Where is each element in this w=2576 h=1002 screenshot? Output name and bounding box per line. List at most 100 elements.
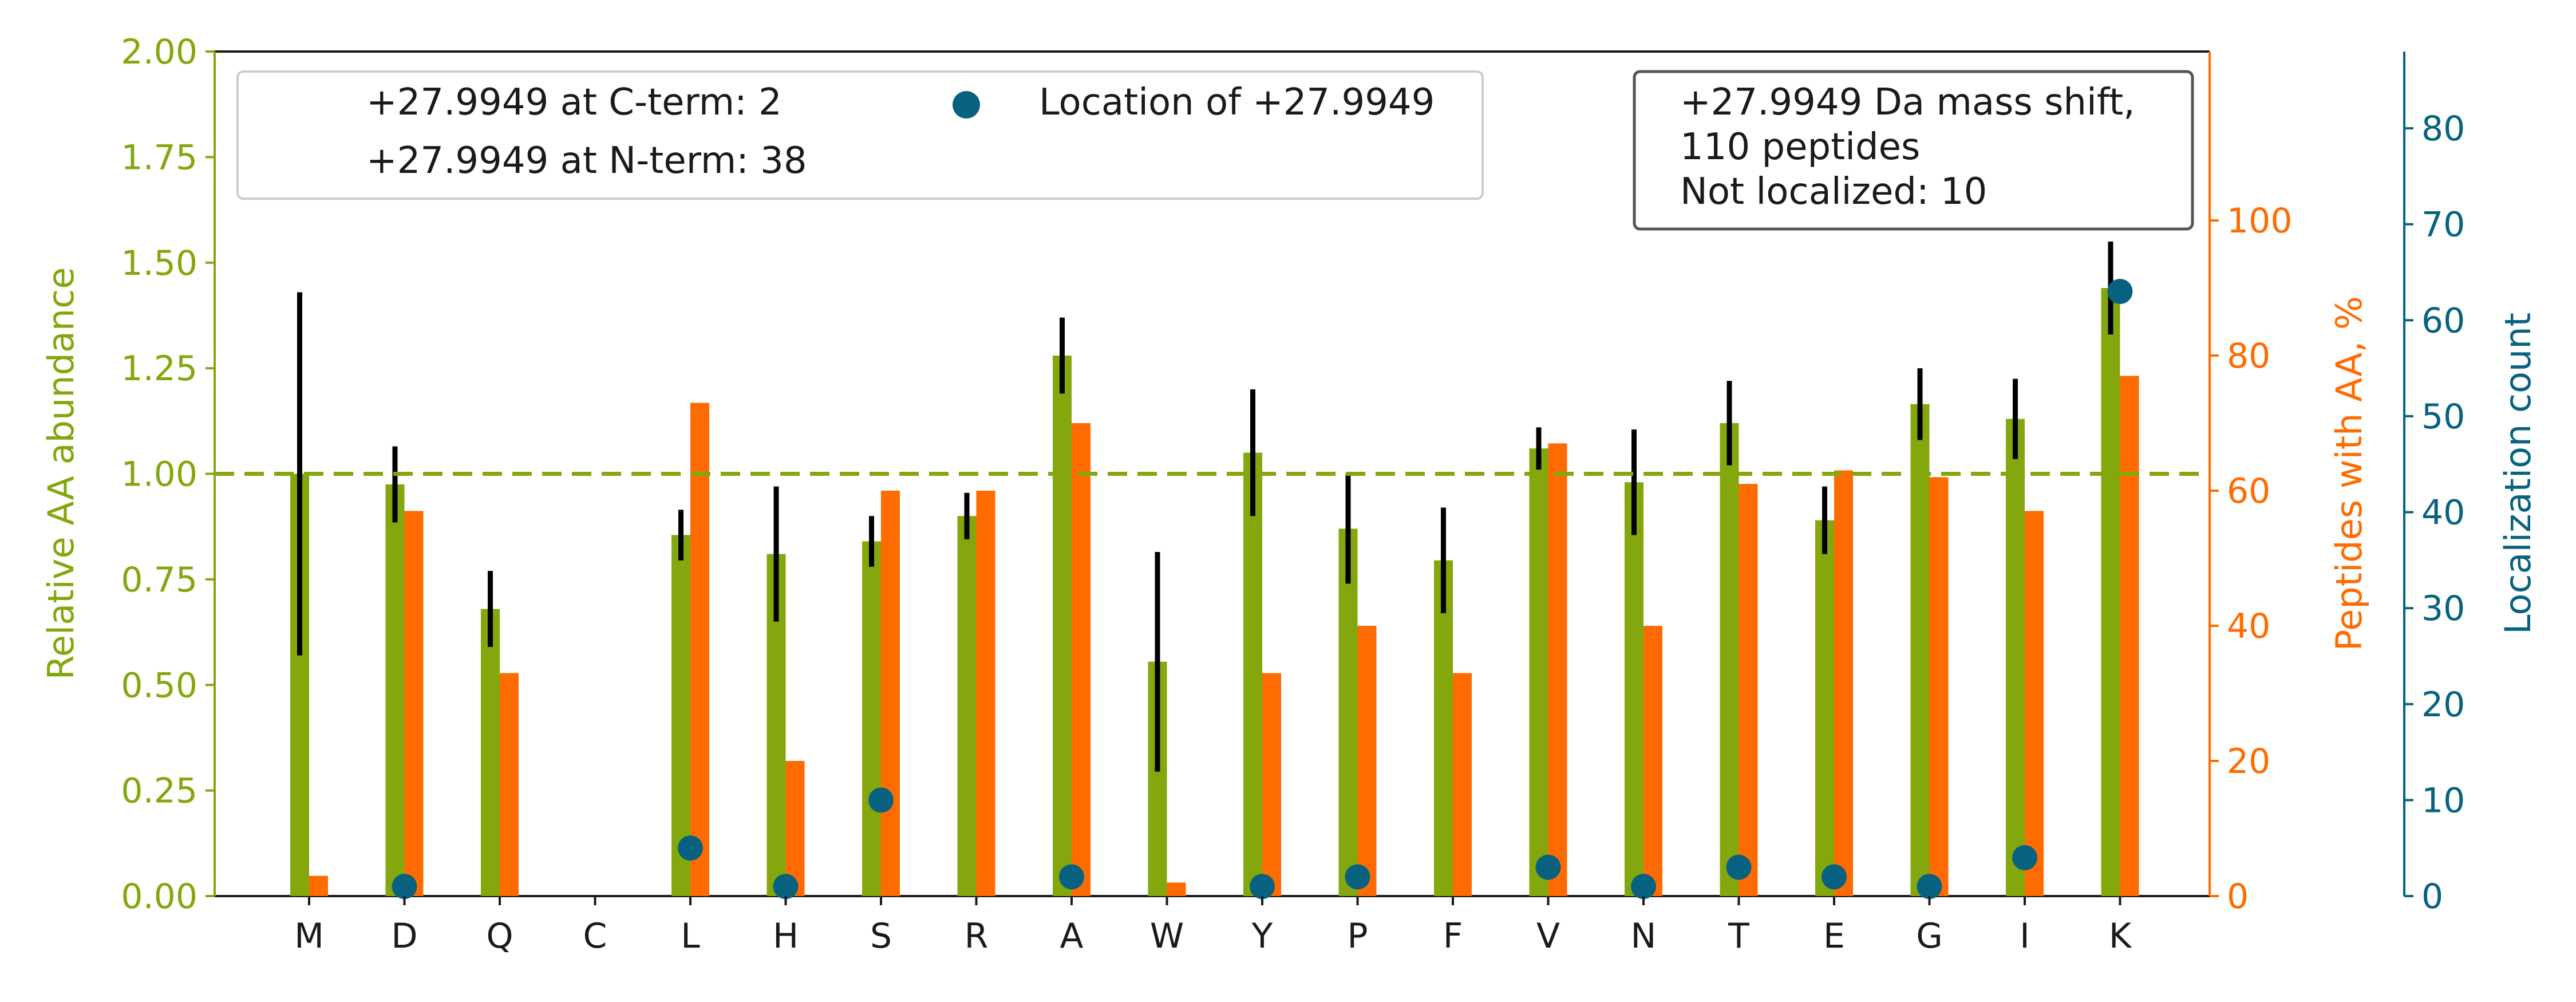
y-right2-tick-label: 60 [2421,301,2465,341]
y-left-tick-label: 0.25 [121,771,197,811]
info-line-1: +27.9949 Da mass shift, [1680,81,2135,124]
y-left-tick-label: 1.50 [121,243,197,283]
info-box: +27.9949 Da mass shift, 110 peptides Not… [1633,70,2194,231]
x-tick-label-P: P [1347,916,1368,956]
loc-point-V [1535,854,1561,880]
y-left-tick-label: 0.50 [121,665,197,705]
error-bars-layer [297,241,2113,772]
bar-peptides-R [976,491,995,896]
bar-peptides-D [404,511,424,896]
bar-abundance-A [1053,356,1072,896]
bar-peptides-W [1167,882,1186,896]
bar-abundance-F [1434,560,1453,896]
bar-abundance-K [2101,288,2120,896]
x-tick-label-G: G [1916,916,1943,956]
legend-nterm: +27.9949 at N-term: 38 [366,140,807,182]
y-right2-tick-label: 10 [2421,780,2465,820]
loc-point-S [868,787,894,813]
bar-peptides-V [1548,443,1567,896]
loc-point-G [1917,874,1942,900]
bar-abundance-P [1338,528,1358,896]
bar-abundance-T [1720,423,1739,896]
left-axis-ticks: 0.00 0.25 0.50 0.75 1.00 1.25 1.50 1.75 2.00 [121,32,215,917]
x-tick-label-V: V [1536,916,1560,956]
bar-abundance-I [2006,419,2025,896]
loc-point-H [773,874,799,900]
left-axis-title: Relative AA abundance [40,267,82,680]
info-box-frame [1633,70,2194,231]
y-left-tick-label: 0.75 [121,560,197,600]
y-right2-tick-label: 80 [2421,109,2465,149]
bar-abundance-R [957,516,977,896]
bar-peptides-Q [500,673,519,896]
x-tick-label-W: W [1150,916,1184,956]
y-right-tick-label: 60 [2227,471,2270,511]
bar-peptides-I [2025,511,2044,896]
loc-point-I [2012,845,2037,870]
y-right2-tick-label: 50 [2421,397,2465,437]
loc-point-L [678,835,703,861]
legend-marker-label: Location of +27.9949 [1039,81,1435,124]
legend-marker [953,91,980,119]
bar-peptides-A [1072,423,1091,896]
loc-point-T [1726,854,1752,880]
bar-abundance-N [1625,482,1643,896]
x-tick-label-T: T [1728,916,1749,956]
loc-point-P [1345,864,1370,890]
bar-abundance-Q [481,609,500,896]
x-tick-label-F: F [1443,916,1463,956]
x-tick-label-H: H [773,916,799,956]
bar-abundance-G [1910,404,1930,896]
right-axis-ticks: 0 20 40 60 80 100 [2210,201,2293,917]
bar-peptides-K [2120,376,2139,896]
bar-peptides-E [1834,470,1853,896]
y-right2-tick-label: 20 [2421,685,2465,725]
right2-axis-title: Localization count [2497,313,2539,634]
y-left-tick-label: 1.25 [121,349,197,389]
y-left-tick-label: 1.00 [121,455,197,495]
x-tick-label-S: S [870,916,892,956]
legend-box [236,70,1484,200]
x-tick-label-K: K [2109,916,2132,956]
bar-peptides-N [1643,626,1662,896]
info-line-3: Not localized: 10 [1680,171,1987,213]
right-axis-title: Peptides with AA, % [2328,296,2370,651]
y-right2-tick-label: 40 [2421,493,2465,533]
x-tick-label-M: M [294,916,324,956]
y-left-tick-label: 2.00 [121,32,197,72]
bar-abundance-D [385,484,405,896]
bar-peptides-F [1453,673,1472,896]
x-tick-label-Y: Y [1251,916,1273,956]
legend-cterm: +27.9949 at C-term: 2 [366,81,782,124]
x-tick-label-A: A [1060,916,1083,956]
bar-abundance-Y [1243,452,1262,896]
bar-abundance-E [1815,520,1834,896]
y-right2-tick-label: 70 [2421,205,2465,245]
loc-point-D [392,874,417,900]
y-right-tick-label: 80 [2227,336,2270,376]
x-tick-label-L: L [681,916,700,956]
x-tick-label-D: D [391,916,417,956]
x-tick-label-N: N [1631,916,1657,956]
loc-point-Y [1250,874,1275,900]
x-tick-label-Q: Q [486,916,513,956]
bar-peptides-M [309,875,328,896]
loc-point-N [1631,874,1656,900]
loc-point-E [1822,864,1847,890]
loc-point-A [1059,864,1084,890]
right2-axis-ticks: 0 10 20 30 40 50 60 70 80 [2404,109,2465,917]
bar-peptides-P [1357,626,1377,896]
y-right-tick-label: 40 [2227,606,2270,646]
localization-points-layer [392,279,2133,900]
bar-abundance-S [862,541,881,896]
bar-peptides-S [881,491,900,896]
legend: +27.9949 at C-term: 2 +27.9949 at N-term… [236,70,1484,200]
bar-peptides-L [690,403,709,896]
bar-abundance-V [1529,448,1548,896]
bar-peptides-G [1929,477,1949,896]
bar-peptides-T [1739,484,1758,896]
x-tick-label-I: I [2020,916,2030,956]
x-tick-label-E: E [1823,916,1845,956]
